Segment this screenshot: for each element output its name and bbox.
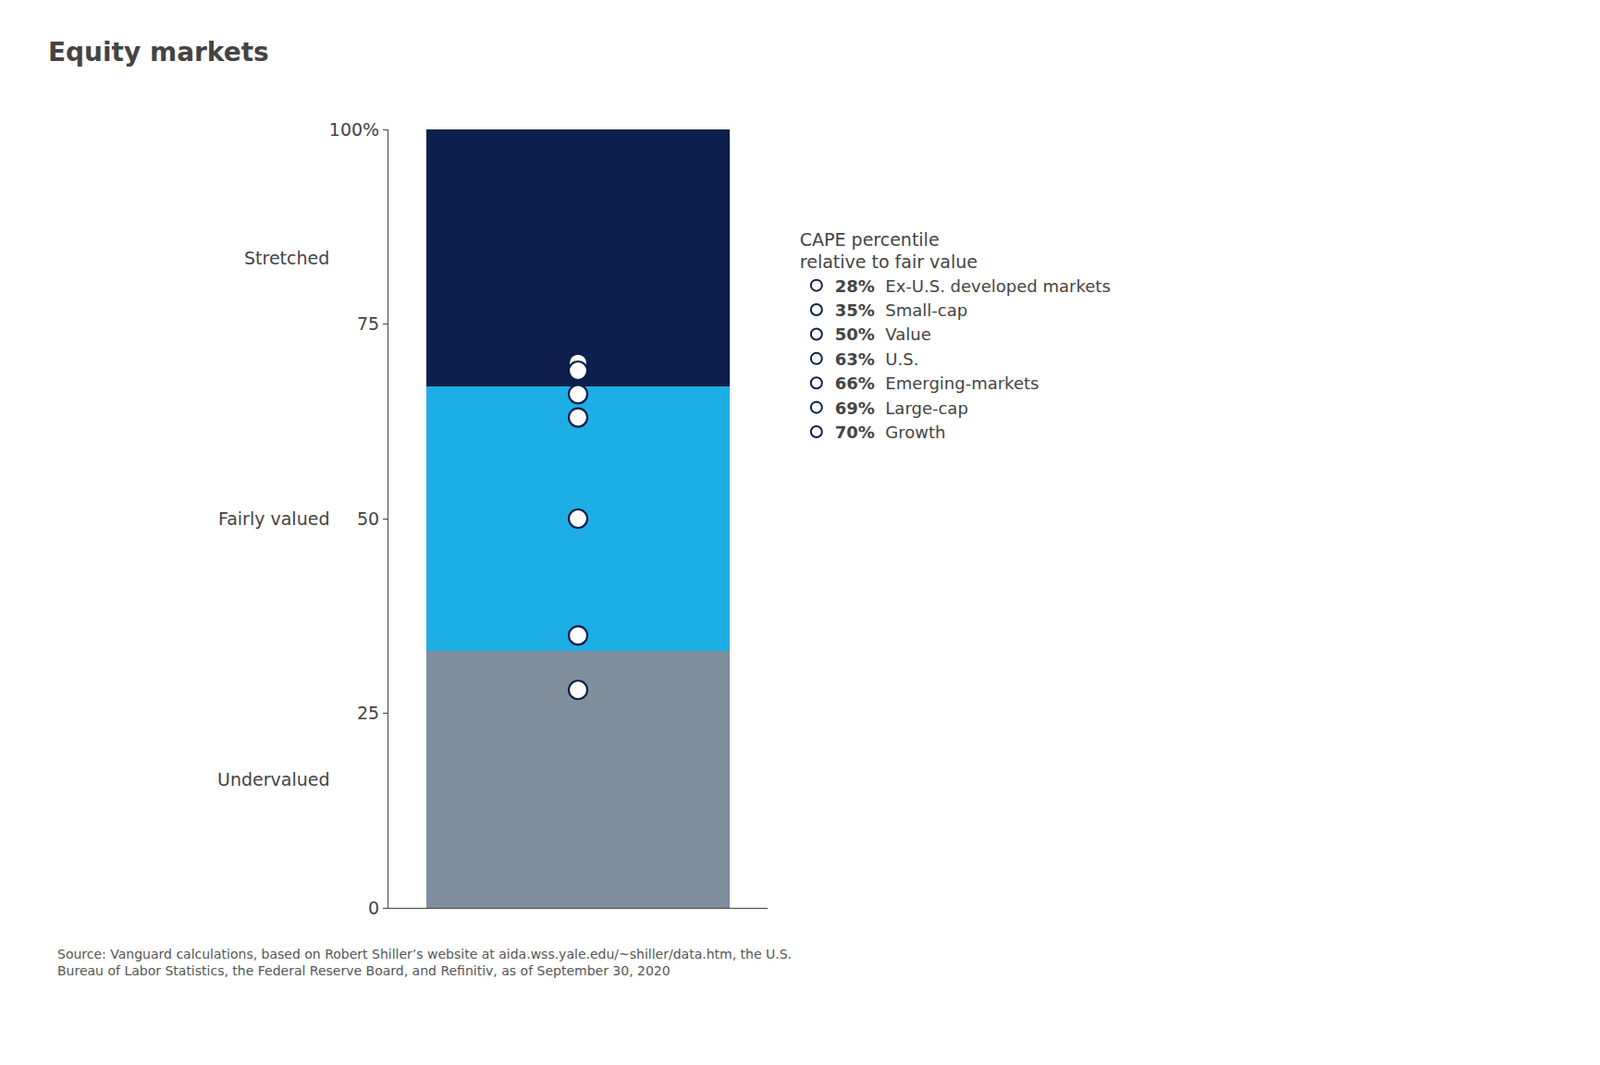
svg-text:63% U.S.: 63% U.S. (835, 349, 920, 370)
svg-text:75: 75 (356, 313, 380, 334)
svg-text:CAPE percentilerelative to fai: CAPE percentilerelative to fair value (800, 229, 978, 273)
svg-text:69% Large-cap: 69% Large-cap (835, 398, 969, 419)
svg-text:Equity markets: Equity markets (48, 36, 270, 68)
svg-text:50: 50 (356, 508, 380, 530)
svg-text:0: 0 (368, 898, 380, 919)
svg-text:50% Value: 50% Value (835, 324, 932, 345)
svg-text:28% Ex-U.S. developed markets: 28% Ex-U.S. developed markets (835, 276, 1111, 296)
svg-text:Undervalued: Undervalued (217, 769, 330, 790)
svg-text:25: 25 (356, 702, 380, 724)
svg-text:100%: 100% (329, 119, 380, 140)
svg-text:70% Growth: 70% Growth (835, 422, 947, 443)
svg-text:Source: Vanguard calculations,: Source: Vanguard calculations, based on … (57, 947, 792, 979)
svg-text:Stretched: Stretched (244, 247, 330, 269)
svg-text:Fairly valued: Fairly valued (218, 508, 330, 530)
svg-text:35% Small-cap: 35% Small-cap (835, 300, 968, 320)
svg-text:66% Emerging-markets: 66% Emerging-markets (835, 373, 1040, 394)
